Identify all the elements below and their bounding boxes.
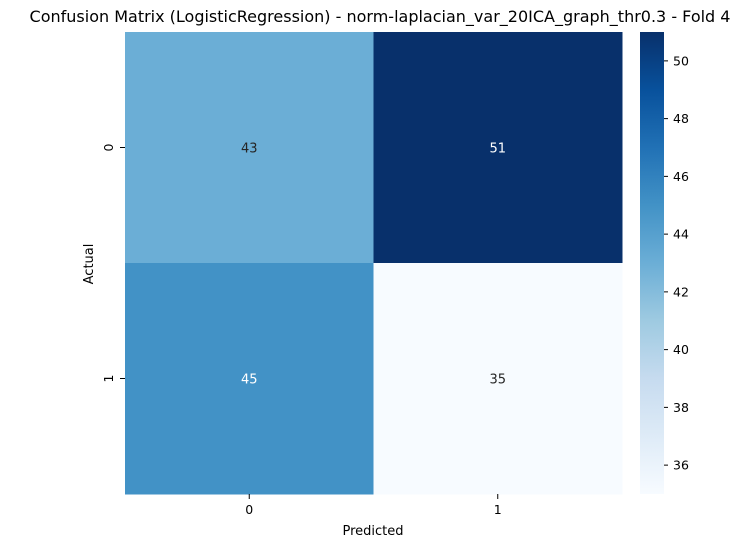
heatmap-cell-0-1 bbox=[373, 32, 623, 264]
x-axis-label: Predicted bbox=[342, 524, 403, 539]
heatmap-cell-1-0 bbox=[125, 263, 374, 495]
colorbar-tick-label-4: 44 bbox=[673, 227, 689, 242]
colorbar-tick-label-7: 50 bbox=[673, 53, 689, 68]
colorbar-tick-label-5: 46 bbox=[673, 169, 689, 184]
y-tick-label-0: 0 bbox=[101, 143, 116, 151]
colorbar bbox=[640, 32, 664, 494]
heatmap-cells bbox=[125, 32, 623, 495]
chart-title: Confusion Matrix (LogisticRegression) - … bbox=[30, 7, 731, 27]
heatmap-cell-1-1 bbox=[373, 263, 623, 495]
colorbar-ticks: 36 38 40 42 44 46 48 50 bbox=[664, 53, 689, 473]
heatmap-cell-label-1-1: 35 bbox=[489, 373, 506, 388]
colorbar-tick-label-0: 36 bbox=[673, 458, 689, 473]
heatmap-cell-label-0-1: 51 bbox=[489, 142, 506, 157]
heatmap-cell-labels: 43 51 45 35 bbox=[241, 142, 506, 388]
colorbar-tick-label-6: 48 bbox=[673, 111, 689, 126]
x-tick-label-0: 0 bbox=[245, 502, 253, 517]
y-axis-label: Actual bbox=[82, 244, 97, 285]
colorbar-tick-label-1: 38 bbox=[673, 400, 689, 415]
heatmap-cell-label-0-0: 43 bbox=[241, 142, 258, 157]
y-axis-ticks: 01 bbox=[101, 143, 125, 382]
heatmap-cell-0-0 bbox=[125, 32, 374, 264]
y-tick-label-1: 1 bbox=[101, 375, 116, 383]
heatmap-cell-label-1-0: 45 bbox=[241, 373, 258, 388]
colorbar-tick-label-2: 40 bbox=[673, 342, 689, 357]
colorbar-tick-label-3: 42 bbox=[673, 284, 689, 299]
x-tick-label-1: 1 bbox=[494, 502, 502, 517]
